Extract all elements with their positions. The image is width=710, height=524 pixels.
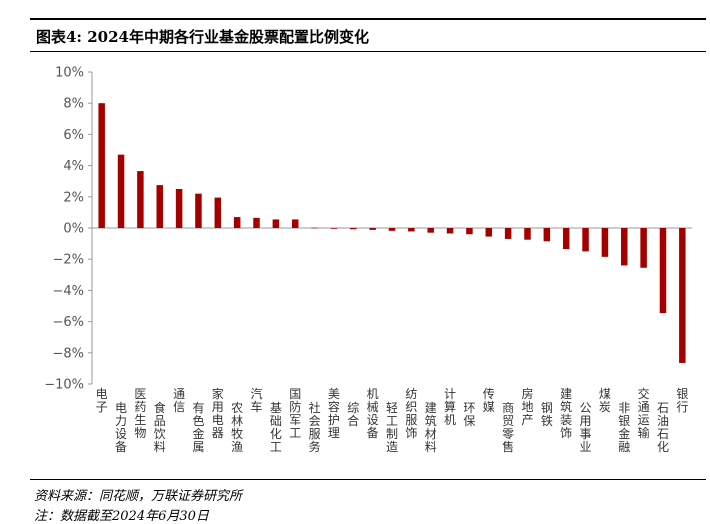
- x-tick-label: 家用电器: [212, 386, 224, 440]
- y-tick-label: −4%: [52, 284, 84, 299]
- bars: [98, 103, 686, 363]
- x-tick-label: 有色金属: [192, 401, 204, 454]
- bar: [156, 185, 163, 228]
- bar: [446, 228, 454, 234]
- page-title: 图表4: 2024年中期各行业基金股票配置比例变化: [36, 28, 369, 46]
- x-tick-label: 商贸零售: [502, 400, 514, 454]
- bar: [408, 228, 415, 232]
- y-tick-label: 2%: [63, 190, 84, 205]
- bar: [485, 228, 493, 237]
- bar: [195, 193, 202, 228]
- bar: [175, 189, 183, 228]
- x-tick-label: 医药生物: [134, 387, 146, 440]
- x-tick-label: 通信: [173, 387, 185, 414]
- x-tick-label: 国防军工: [289, 387, 301, 440]
- x-tick-label: 交通运输: [638, 386, 650, 440]
- x-tick-label: 机械设备: [367, 387, 379, 440]
- x-tick-label: 轻工制造: [386, 401, 398, 454]
- x-tick-label: 社会服务: [309, 400, 321, 454]
- source-note: 资料来源：同花顺，万联证券研究所: [34, 489, 243, 504]
- x-tick-label: 钢铁: [541, 401, 553, 428]
- bar: [137, 171, 144, 228]
- bar: [621, 228, 628, 266]
- x-tick-label: 石油石化: [657, 401, 669, 454]
- x-tick-label: 建筑装饰: [560, 387, 572, 440]
- x-tick-label: 计算机: [444, 387, 456, 427]
- bar: [388, 228, 396, 231]
- x-tick-label: 传媒: [483, 386, 495, 414]
- bar: [233, 217, 241, 228]
- y-axis: 10% 8% 6% 4% 2% 0% −2% −4% −6% −8% −10%: [44, 66, 692, 393]
- x-tick-label: 食品饮料: [154, 400, 166, 454]
- y-tick-label: 6%: [63, 128, 84, 143]
- x-tick-label: 煤炭: [599, 387, 611, 414]
- bar: [311, 227, 318, 229]
- y-tick-label: −8%: [52, 346, 84, 361]
- bar: [350, 228, 357, 230]
- bar: [524, 228, 531, 240]
- bar: [369, 228, 376, 230]
- bar: [427, 228, 434, 233]
- bar: [291, 219, 299, 228]
- title-bar: 图表4: 2024年中期各行业基金股票配置比例变化: [30, 18, 706, 52]
- bar: [504, 228, 512, 239]
- bar: [562, 228, 570, 250]
- x-tick-label: 环保: [463, 401, 475, 428]
- x-tick-label: 基础化工: [270, 401, 282, 454]
- bar: [330, 228, 338, 229]
- x-tick-label: 建筑材料: [425, 401, 437, 454]
- bar: [272, 219, 280, 228]
- frame-bottom-rule: [30, 479, 706, 480]
- bar: [466, 228, 473, 235]
- y-tick-label: −10%: [44, 378, 84, 393]
- y-tick-label: 8%: [63, 97, 84, 112]
- y-tick-label: −2%: [52, 253, 84, 268]
- y-tick-label: 0%: [63, 222, 84, 237]
- y-tick-label: 4%: [63, 159, 84, 174]
- x-tick-label: 汽车: [251, 386, 263, 414]
- x-tick-label: 公用事业: [580, 401, 592, 454]
- x-tick-label: 电力设备: [115, 401, 127, 454]
- y-tick-label: 10%: [55, 66, 84, 81]
- x-tick-label: 农林牧渔: [231, 401, 243, 454]
- bar: [214, 197, 222, 228]
- bar: [640, 228, 647, 268]
- bar: [679, 228, 686, 363]
- x-tick-label: 综合: [347, 401, 359, 428]
- x-tick-label: 纺织服饰: [405, 387, 417, 440]
- bar: [253, 217, 260, 228]
- bar: [543, 228, 551, 242]
- y-tick-label: −6%: [52, 315, 84, 330]
- bar: [659, 228, 667, 314]
- x-tick-label: 电子: [96, 387, 108, 414]
- x-tick-label: 房地产: [521, 386, 533, 427]
- bar: [601, 228, 609, 257]
- bar: [117, 154, 125, 228]
- bar: [98, 103, 105, 228]
- date-note: 注：数据截至2024年6月30日: [34, 509, 209, 524]
- x-tick-label: 非银金融: [618, 401, 630, 454]
- bar: [582, 228, 589, 252]
- x-tick-label: 美容护理: [328, 387, 340, 440]
- x-tick-label: 银行: [676, 387, 688, 414]
